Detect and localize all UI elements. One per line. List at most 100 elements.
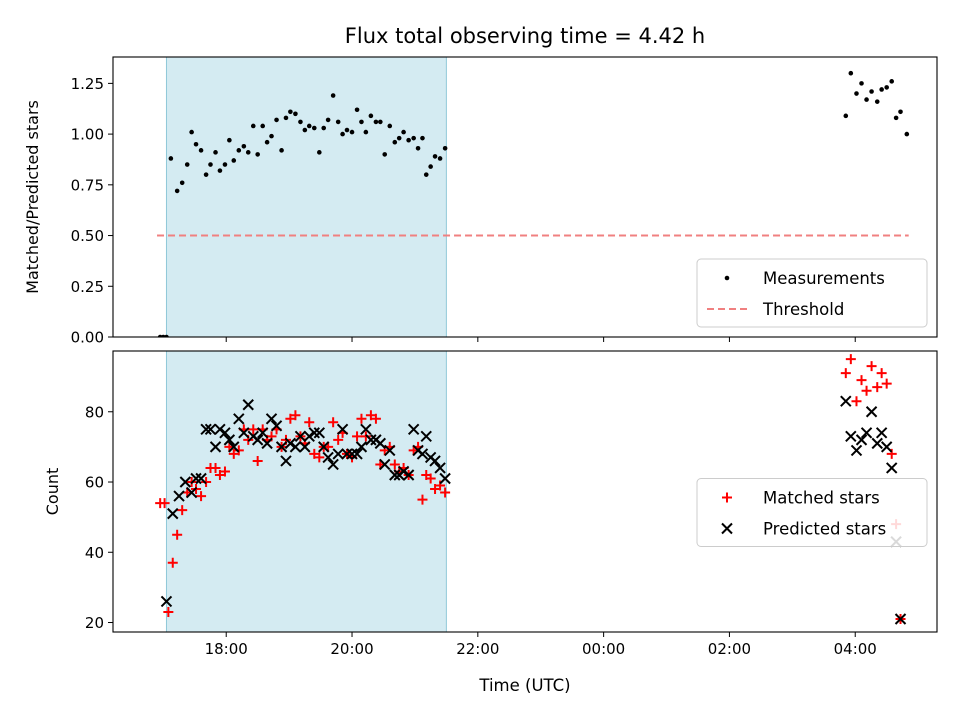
x-tick-label: 02:00: [708, 640, 751, 658]
measurements-point: [302, 127, 308, 133]
matched-stars-point: [352, 431, 363, 442]
measurements-point: [222, 162, 228, 167]
matched-stars-point: [356, 413, 367, 424]
predicted-stars-point: [855, 434, 868, 446]
predicted-stars-point: [265, 413, 278, 425]
measurements-point: [354, 107, 360, 113]
predicted-stars-point: [173, 490, 185, 502]
threshold-legend-label: Threshold: [762, 300, 844, 319]
predicted-stars-point: [270, 420, 283, 432]
measurements-point: [279, 148, 284, 153]
matched-stars-point: [233, 445, 244, 456]
matched-stars-point: [370, 413, 381, 424]
matched-stars-point: [167, 557, 178, 568]
predicted-stars-point: [313, 427, 326, 439]
predicted-stars-point: [318, 441, 330, 453]
predicted-stars-point: [845, 430, 857, 443]
legend-box: [696, 478, 928, 547]
measurements-point: [869, 89, 874, 94]
predicted-stars-point: [195, 472, 207, 485]
measurements-point: [420, 135, 425, 141]
predicted-stars-point: [284, 437, 297, 450]
predicted-stars-point: [875, 427, 888, 439]
predicted-stars-point: [365, 434, 377, 446]
matched-stars-point: [196, 491, 207, 502]
matched-stars-point: [881, 378, 892, 389]
measurements-point: [306, 123, 312, 129]
measurements-point: [236, 148, 242, 153]
measurements-point: [898, 109, 903, 115]
measurements-point: [269, 133, 274, 139]
observing-span-shade: [165, 56, 447, 338]
measurements-point: [198, 148, 204, 153]
measurements-point: [335, 119, 341, 125]
measurements-point: [344, 127, 350, 133]
measurements-legend-swatch: [724, 275, 730, 281]
measurements-point: [363, 129, 369, 135]
predicted-stars-point: [160, 595, 173, 608]
predicted-stars-point: [251, 434, 264, 446]
measurements-point: [843, 113, 849, 119]
predicted-stars-point: [308, 427, 320, 439]
measurements-point: [164, 334, 169, 337]
measurements-point: [854, 91, 859, 96]
matched-stars-point: [252, 455, 263, 466]
measurements-point: [884, 85, 889, 90]
measurements-point: [428, 164, 433, 169]
y-tick-label: 20: [85, 614, 104, 632]
measurements-point: [378, 119, 383, 125]
matched-stars-point: [840, 368, 851, 379]
matched-stars-point: [440, 487, 451, 498]
predicted-stars-point: [204, 423, 217, 436]
matched-stars-point: [214, 469, 225, 480]
predicted-stars-legend-swatch: [721, 522, 733, 535]
measurements-point: [330, 93, 336, 98]
y-tick-label: 0.75: [71, 176, 104, 194]
predicted-stars-legend-label: Predicted stars: [763, 520, 886, 539]
predicted-stars-point: [374, 437, 387, 450]
matched-stars-point: [163, 606, 174, 617]
matched-stars-point: [425, 473, 436, 484]
matched-stars-point: [248, 424, 259, 435]
measurements-point: [423, 172, 429, 177]
matched-stars-legend-label: Matched stars: [763, 489, 880, 508]
y-tick-label: 1.25: [71, 75, 104, 93]
matched-stars-point: [285, 413, 296, 424]
measurements-legend-label: Measurements: [763, 269, 885, 288]
measurements-point: [174, 188, 180, 194]
measurements-point: [411, 135, 416, 141]
measurements-point: [382, 152, 388, 157]
predicted-stars-point: [190, 472, 202, 485]
predicted-stars-point: [179, 476, 192, 488]
measurements-point: [283, 115, 289, 121]
predicted-stars-point: [379, 458, 391, 471]
predicted-stars-point: [389, 469, 401, 481]
x-axis-label: Time (UTC): [478, 676, 570, 695]
predicted-stars-point: [275, 441, 288, 453]
matched-stars-point: [430, 484, 441, 495]
measurements-point: [874, 99, 880, 104]
predicted-stars-point: [341, 448, 353, 460]
measurements-point: [848, 70, 854, 76]
matched-stars-point: [201, 477, 212, 488]
matched-stars-point: [219, 466, 230, 477]
measurements-point: [864, 97, 869, 102]
y-tick-label: 0.50: [71, 227, 104, 245]
predicted-stars-point: [402, 469, 415, 481]
predicted-stars-point: [384, 444, 396, 457]
predicted-stars-point: [351, 448, 363, 460]
predicted-stars-point: [303, 430, 315, 443]
y-axis-label: Count: [43, 468, 62, 516]
measurements-point: [359, 119, 364, 125]
predicted-stars-point: [238, 427, 250, 439]
measurements-point: [415, 146, 421, 151]
measurements-point: [203, 172, 209, 177]
measurements-point: [250, 123, 256, 129]
measurements-point: [179, 180, 185, 186]
measurements-point: [255, 152, 260, 157]
matched-stars-point: [417, 494, 428, 505]
count-panel: 18:00 20:00 22:00 00:00 02:00 04:00 20 40 60 80 Co…: [43, 350, 938, 658]
matched-stars-point: [845, 354, 856, 365]
x-tick-label: 20:00: [330, 640, 373, 658]
x-tick-label: 00:00: [582, 640, 625, 658]
